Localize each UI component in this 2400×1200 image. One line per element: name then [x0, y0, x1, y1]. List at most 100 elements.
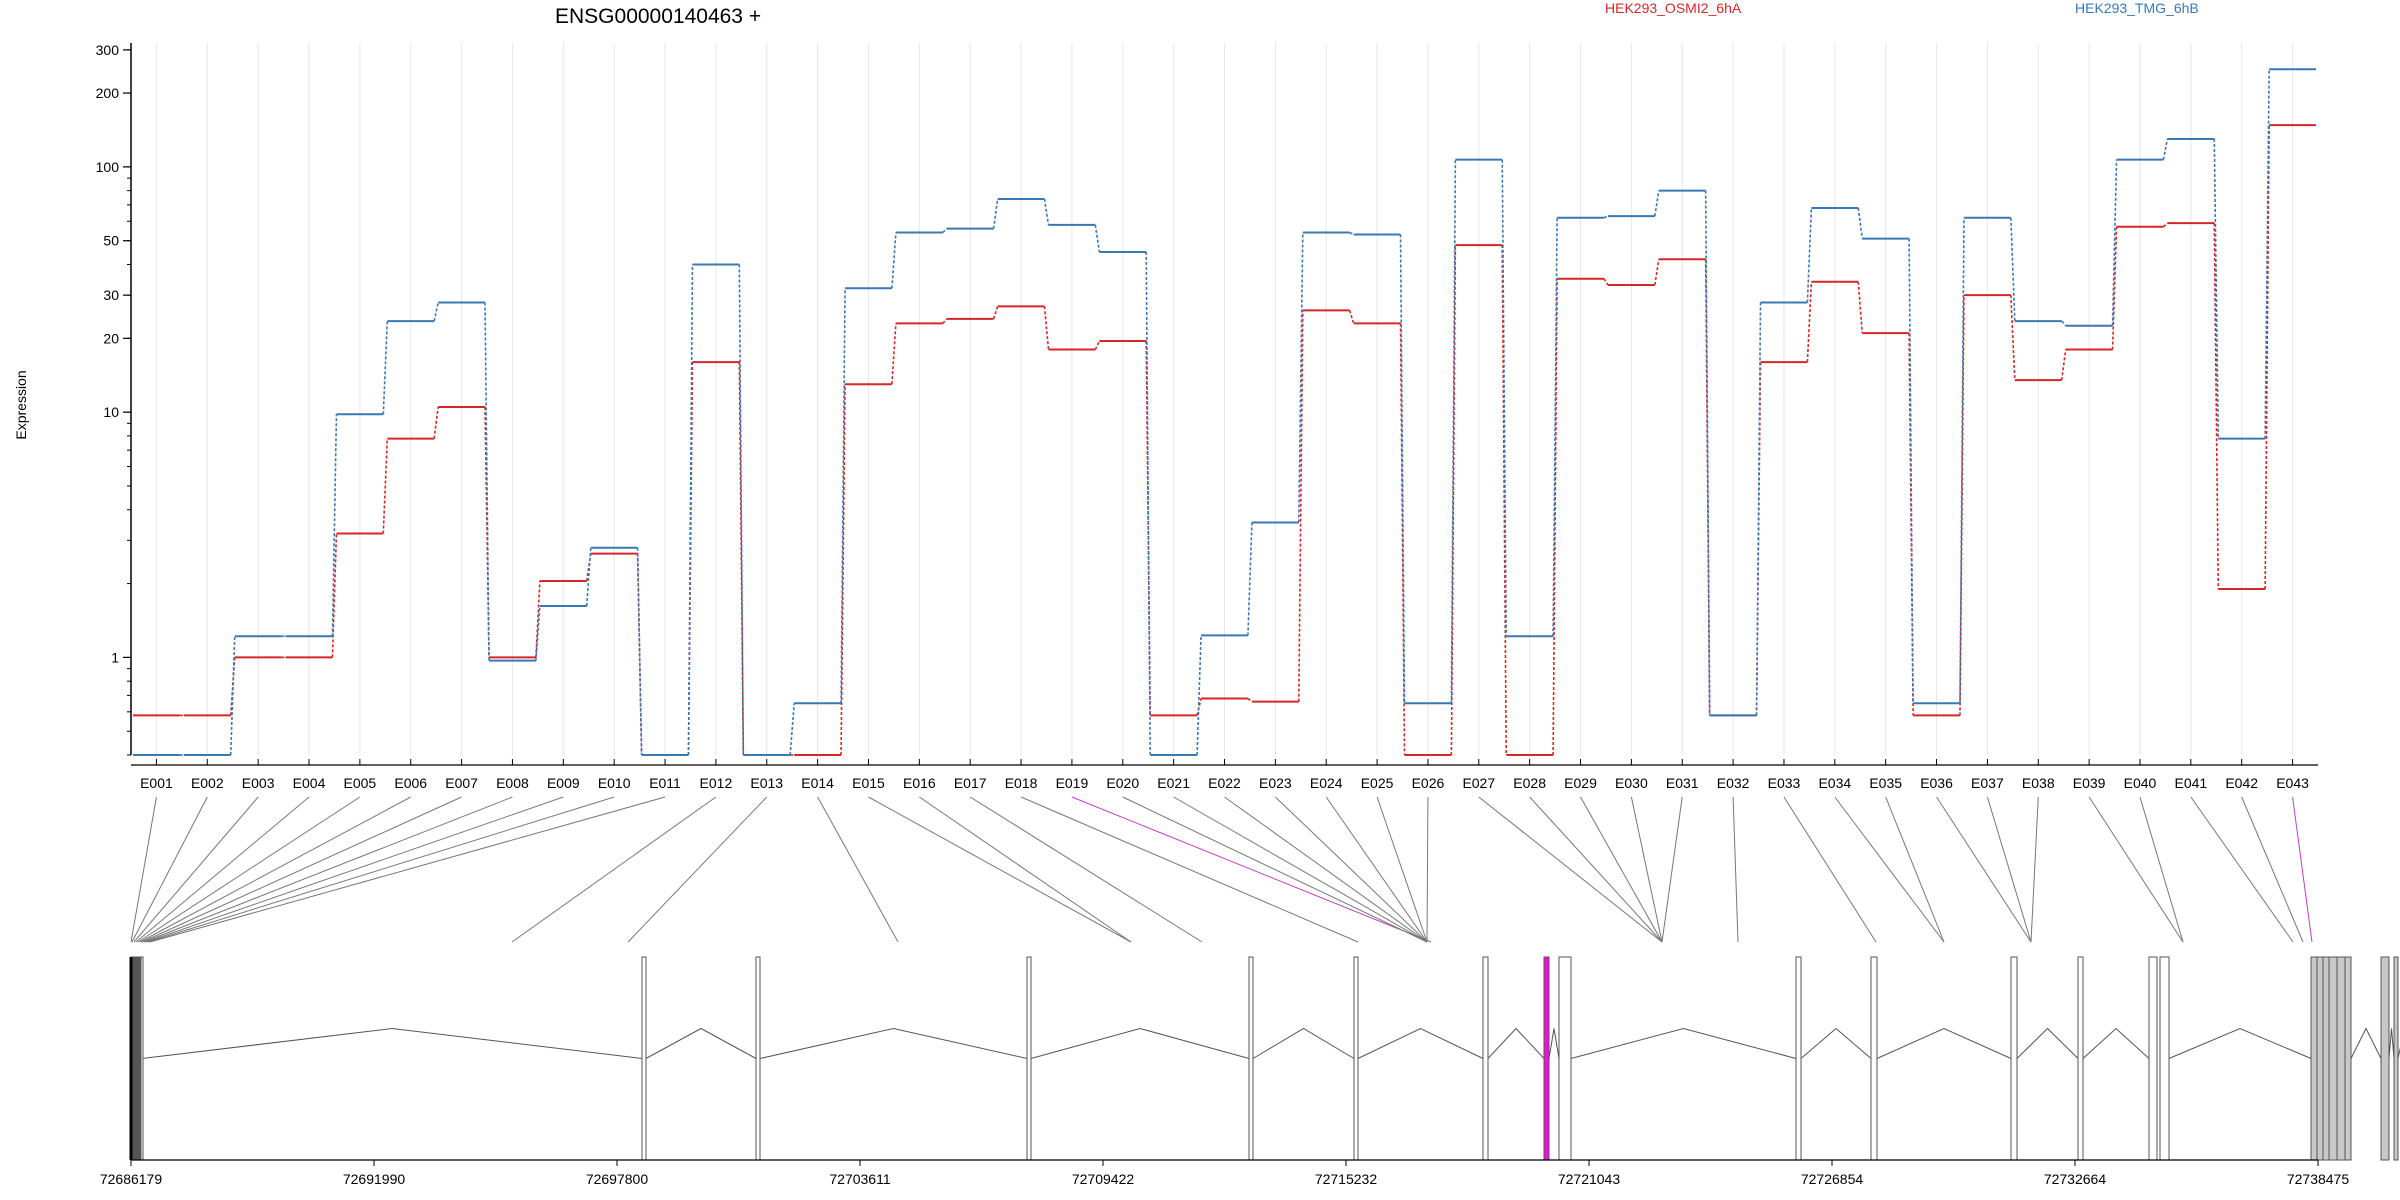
x-tick-label: E020	[1106, 775, 1139, 791]
connector-E031	[1704, 190, 1711, 716]
connector-E006	[433, 302, 439, 322]
x-tick-label: E026	[1412, 775, 1445, 791]
intron-line	[2082, 1027, 2150, 1059]
exon-connector-E043	[2292, 796, 2313, 943]
series-1	[133, 124, 2316, 756]
connector-E023	[1297, 310, 1304, 702]
exon-connector-E022	[1224, 796, 1428, 943]
y-axis: 1 10 20 30 50 100 200 300	[96, 42, 132, 756]
x-tick-label: E012	[700, 775, 733, 791]
x-tick-label: E042	[2225, 775, 2258, 791]
exon-connectors	[130, 796, 2313, 943]
x-tick-label: E010	[598, 775, 631, 791]
exon-rect	[2344, 956, 2352, 1161]
exon-connector-E038	[2030, 796, 2039, 943]
intron-line	[141, 1027, 643, 1059]
grid-lines	[155, 43, 2294, 755]
connector-E032	[1755, 302, 1762, 716]
exon-connector-E030	[1630, 796, 1663, 943]
connector-E038	[2061, 320, 2067, 327]
y-tick-label: 20	[103, 330, 119, 346]
x-tick-label: E024	[1310, 775, 1343, 791]
x-axis: E001 E002 E003 E004 E005 E006 E007 E008 E009 E010…	[131, 759, 2318, 791]
connector-E021	[1196, 635, 1202, 756]
connector-E012	[738, 264, 745, 756]
x-tick-label: E009	[547, 775, 580, 791]
exon-rect	[2380, 956, 2390, 1161]
genomic-tick-label: 72686179	[100, 1171, 163, 1187]
x-tick-label: E033	[1768, 775, 1801, 791]
connector-E037	[2010, 217, 2016, 322]
intron-line	[1876, 1027, 2012, 1059]
connector-E025	[1399, 234, 1406, 704]
exon-rect	[1026, 956, 1032, 1161]
connector-E022	[1247, 522, 1253, 636]
y-axis-label: Expression	[13, 370, 29, 439]
exon-connector-E005	[137, 796, 361, 943]
legend-series-2: HEK293_TMG_6hB	[2075, 0, 2199, 16]
intron-line	[1800, 1027, 1872, 1059]
x-tick-label: E027	[1462, 775, 1495, 791]
exon-connector-E008	[143, 796, 513, 943]
exon-rect	[2393, 956, 2399, 1161]
y-tick-label: 200	[96, 85, 120, 101]
intron-line	[1030, 1027, 1250, 1059]
connector-E014	[840, 384, 846, 756]
intron-line	[1487, 1027, 1545, 1059]
intron-line	[1548, 1028, 1560, 1059]
genomic-tick-label: 72732664	[2044, 1171, 2107, 1187]
connector-E041	[2213, 223, 2220, 590]
intron-line	[759, 1027, 1028, 1059]
exon-rect	[2077, 956, 2084, 1161]
exon-connector-E027	[1478, 796, 1663, 943]
exon-rect	[1558, 956, 1572, 1161]
exon-connector-E033	[1783, 796, 1877, 943]
exon-connector-E013	[627, 796, 768, 943]
connector-E009	[585, 553, 592, 582]
connector-E030	[1654, 259, 1660, 286]
connector-E019	[1094, 224, 1101, 253]
exon-connector-E025	[1376, 796, 1428, 943]
exon-connector-E036	[1936, 796, 2032, 943]
connector-E033	[1806, 207, 1813, 303]
x-tick-label: E040	[2124, 775, 2157, 791]
exon-connector-E012	[511, 796, 717, 943]
x-tick-label: E022	[1208, 775, 1241, 791]
exon-connector-E003	[133, 796, 259, 943]
connector-E024	[1349, 231, 1355, 236]
connector-E005	[382, 438, 389, 534]
connector-E020	[1145, 251, 1152, 756]
connector-E036	[1959, 217, 1965, 704]
connector-E030	[1654, 190, 1660, 217]
x-tick-label: E018	[1005, 775, 1038, 791]
exon-connector-E016	[919, 796, 1132, 943]
x-tick-label: E015	[852, 775, 885, 791]
x-tick-label: E039	[2073, 775, 2106, 791]
x-tick-label: E001	[140, 775, 173, 791]
genomic-tick-label: 72709422	[1072, 1171, 1135, 1187]
exon-connector-E028	[1529, 796, 1663, 943]
x-tick-label: E004	[293, 775, 326, 791]
connector-E034	[1857, 207, 1864, 239]
intron-line	[1570, 1027, 1797, 1059]
exon-connector-E018	[1020, 796, 1359, 943]
connector-E015	[891, 323, 897, 385]
connector-E005	[382, 321, 389, 415]
y-tick-label: 30	[103, 287, 119, 303]
exon-rect	[755, 956, 761, 1161]
exon-rect	[1870, 956, 1878, 1161]
connector-E010	[636, 547, 643, 756]
exon-connector-E006	[139, 796, 411, 943]
x-tick-label: E013	[750, 775, 783, 791]
exon-connector-E026	[1426, 796, 1429, 943]
exon-connector-E041	[2190, 796, 2294, 943]
connector-E006	[433, 406, 439, 439]
x-tick-label: E011	[649, 775, 681, 791]
exon-connector-E024	[1325, 796, 1428, 943]
intron-line	[2168, 1027, 2312, 1059]
connector-E033	[1806, 281, 1813, 363]
exon-rect	[2328, 956, 2338, 1161]
x-tick-label: E023	[1259, 775, 1292, 791]
x-tick-label: E021	[1157, 775, 1190, 791]
